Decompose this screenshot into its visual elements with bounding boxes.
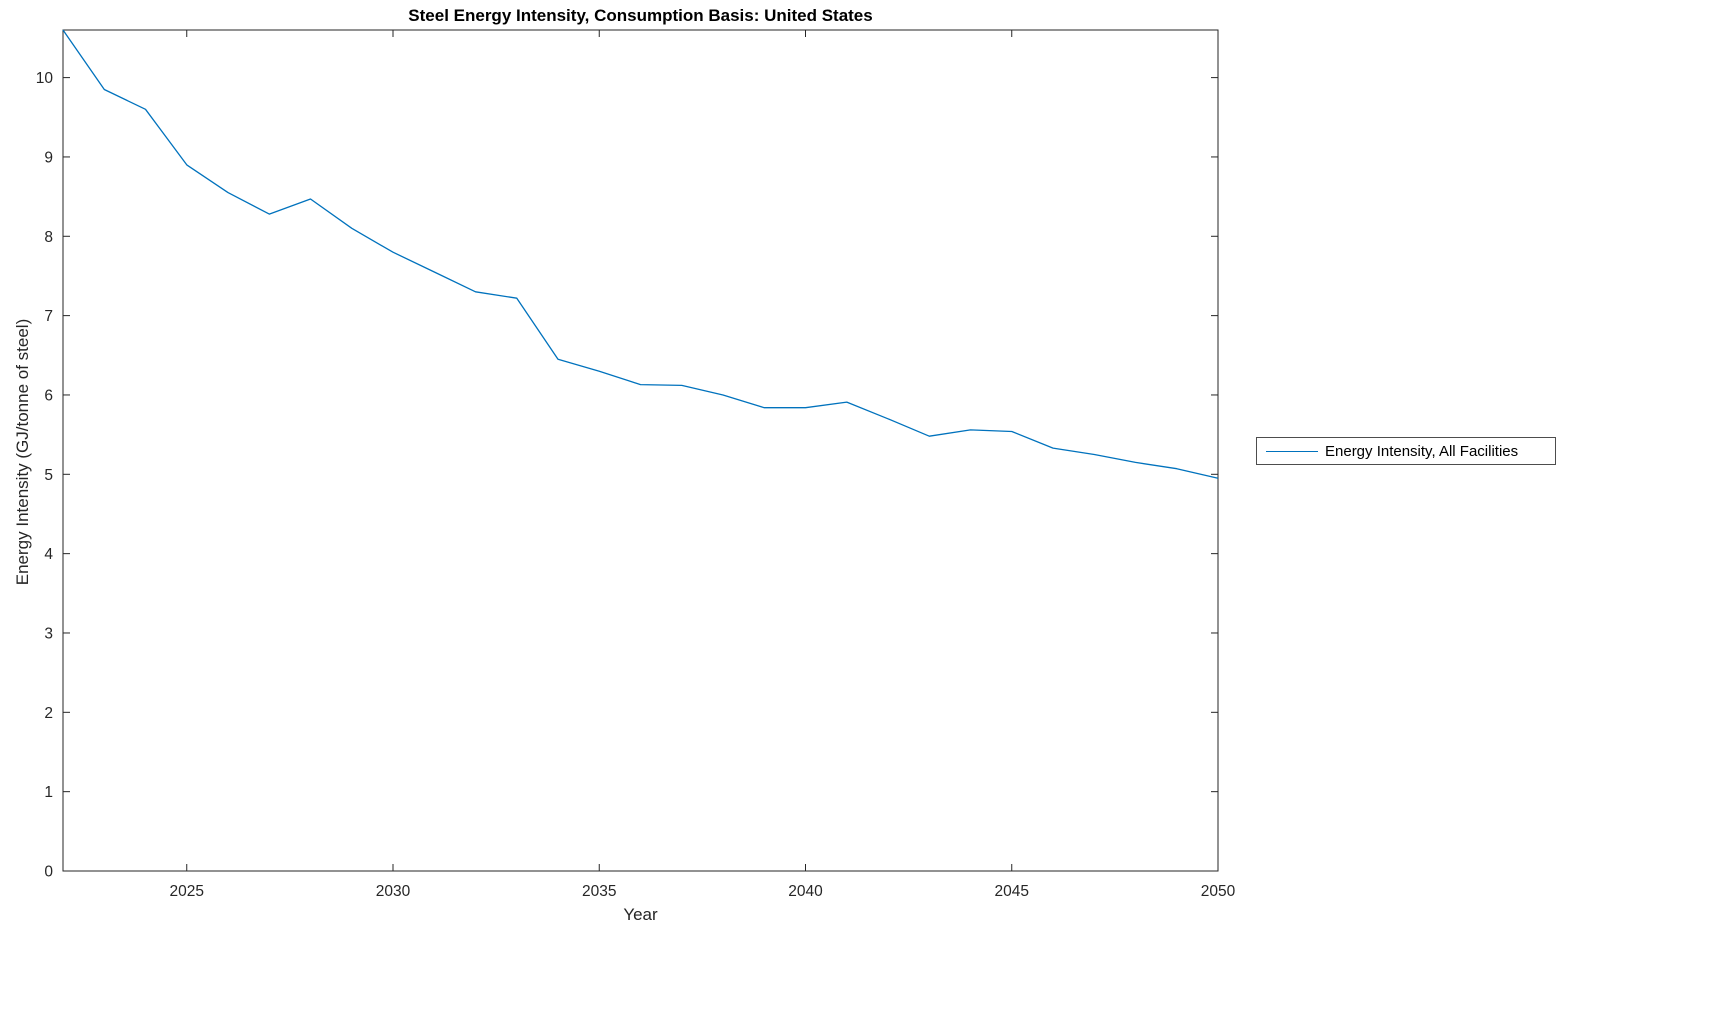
x-tick-label: 2050 — [1201, 883, 1236, 900]
chart-title: Steel Energy Intensity, Consumption Basi… — [408, 6, 873, 25]
y-tick-label: 10 — [36, 70, 54, 87]
y-tick-label: 6 — [44, 387, 53, 404]
y-tick-label: 7 — [44, 308, 53, 325]
series-line-energy-intensity — [62, 29, 1219, 479]
y-tick-label: 4 — [44, 546, 53, 563]
x-tick-label: 2030 — [376, 883, 411, 900]
y-tick-label: 3 — [44, 625, 53, 642]
x-tick-label: 2045 — [995, 883, 1029, 900]
x-axis-label: Year — [623, 905, 658, 924]
legend-entry-label: Energy Intensity, All Facilities — [1325, 442, 1519, 460]
x-tick-label: 2025 — [170, 883, 204, 900]
y-tick-label: 1 — [44, 784, 53, 801]
legend: Energy Intensity, All Facilities — [1256, 437, 1556, 465]
x-tick-label: 2035 — [582, 883, 616, 900]
legend-line-sample-icon — [1266, 450, 1318, 452]
y-tick-label: 9 — [44, 149, 53, 166]
y-tick-label: 8 — [44, 229, 53, 246]
axes-box — [62, 29, 1219, 872]
y-tick-label: 2 — [44, 705, 53, 722]
x-tick-label: 2040 — [788, 883, 823, 900]
y-tick-label: 0 — [44, 864, 53, 881]
y-tick-label: 5 — [44, 467, 53, 484]
